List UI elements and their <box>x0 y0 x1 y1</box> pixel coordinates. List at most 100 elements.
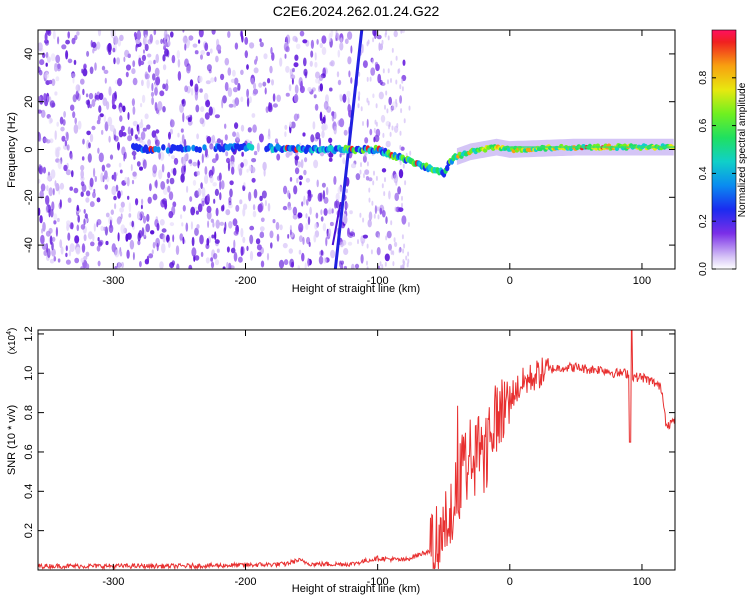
noise-blob <box>391 174 394 180</box>
noise-blob <box>132 60 136 68</box>
noise-blob <box>116 57 120 65</box>
noise-blob <box>210 257 214 262</box>
noise-blob <box>312 121 316 130</box>
noise-blob <box>394 192 400 202</box>
noise-blob <box>145 73 150 80</box>
noise-blob <box>392 261 395 267</box>
noise-blob <box>269 102 273 111</box>
noise-blob <box>126 249 130 259</box>
noise-blob <box>376 206 379 212</box>
noise-blob <box>189 196 193 202</box>
noise-blob <box>355 173 361 181</box>
noise-blob <box>253 188 258 199</box>
noise-blob <box>349 210 353 215</box>
noise-blob <box>135 198 139 206</box>
noise-blob <box>307 192 312 202</box>
noise-blob <box>168 131 171 140</box>
noise-blob <box>366 97 369 103</box>
ridge-segment <box>197 146 202 153</box>
noise-blob <box>256 142 260 153</box>
noise-blob <box>53 220 57 225</box>
noise-blob <box>305 222 309 231</box>
noise-blob <box>200 251 204 258</box>
snr-y-ticks: 0.2 0.4 0.6 0.8 1.0 1.2 <box>23 326 675 538</box>
noise-blob <box>361 241 364 247</box>
noise-blob <box>77 120 82 130</box>
noise-blob <box>57 217 60 223</box>
noise-blob <box>234 97 240 106</box>
noise-blob <box>173 157 179 165</box>
noise-blob <box>139 211 145 219</box>
noise-blob <box>240 227 244 238</box>
noise-blob <box>227 161 231 172</box>
noise-blob <box>124 176 128 183</box>
noise-blob <box>132 77 138 86</box>
y-tick-label: 0.8 <box>23 405 35 420</box>
noise-blob <box>265 106 269 113</box>
noise-blob <box>401 215 407 225</box>
noise-blob <box>323 208 328 216</box>
noise-blob <box>96 197 101 203</box>
noise-blob <box>201 153 204 164</box>
noise-blob <box>303 57 307 67</box>
noise-blob <box>343 265 347 269</box>
noise-blob <box>127 112 130 120</box>
noise-blob <box>403 243 406 249</box>
noise-blob <box>48 208 51 218</box>
noise-blob <box>194 91 199 101</box>
noise-blob <box>232 69 236 77</box>
noise-blob <box>149 183 152 192</box>
noise-blob <box>323 196 329 204</box>
noise-blob <box>362 155 367 163</box>
noise-blob <box>229 180 234 186</box>
noise-blob <box>309 60 313 67</box>
noise-blob <box>152 241 156 249</box>
ridge-segment <box>202 144 207 151</box>
noise-blob <box>219 221 225 226</box>
ridge-segment <box>249 144 255 151</box>
noise-blob <box>118 129 124 138</box>
noise-blob <box>259 38 262 43</box>
noise-blob <box>46 175 52 181</box>
noise-blob <box>215 219 220 229</box>
noise-blob <box>73 187 79 194</box>
snr-multiplier-exp: 4 <box>6 331 13 335</box>
snr-x-axis-label: Height of straight line (km) <box>292 583 420 595</box>
noise-blob <box>230 78 236 83</box>
noise-blob <box>190 87 194 96</box>
noise-blob <box>399 144 402 150</box>
noise-blob <box>207 220 210 228</box>
noise-blob <box>131 179 135 185</box>
noise-blob <box>101 164 106 172</box>
noise-blob <box>226 246 230 253</box>
noise-blob <box>123 153 126 162</box>
noise-blob <box>65 50 69 60</box>
noise-blob <box>346 90 351 98</box>
noise-blob <box>81 243 86 253</box>
noise-blob <box>185 152 189 161</box>
noise-blob <box>347 96 350 106</box>
noise-blob <box>294 54 299 61</box>
noise-blob <box>46 185 49 192</box>
noise-blob <box>225 151 229 157</box>
noise-blob <box>49 258 55 264</box>
noise-blob <box>86 50 90 57</box>
noise-blob <box>157 101 163 111</box>
noise-blob <box>195 104 200 113</box>
noise-blob <box>349 231 355 236</box>
noise-blob <box>297 212 303 219</box>
noise-blob <box>197 188 202 197</box>
noise-blob <box>67 197 72 203</box>
x-tick-label: 100 <box>633 275 651 287</box>
noise-blob <box>224 221 227 231</box>
noise-blob <box>215 55 219 63</box>
ridge-segment <box>180 146 185 153</box>
noise-blob <box>48 187 53 197</box>
noise-blob <box>194 83 199 93</box>
noise-blob <box>369 76 372 82</box>
noise-blob <box>134 134 138 140</box>
noise-blob <box>160 181 166 190</box>
noise-blob <box>304 262 307 269</box>
noise-blob <box>192 43 198 48</box>
noise-blob <box>116 216 122 225</box>
